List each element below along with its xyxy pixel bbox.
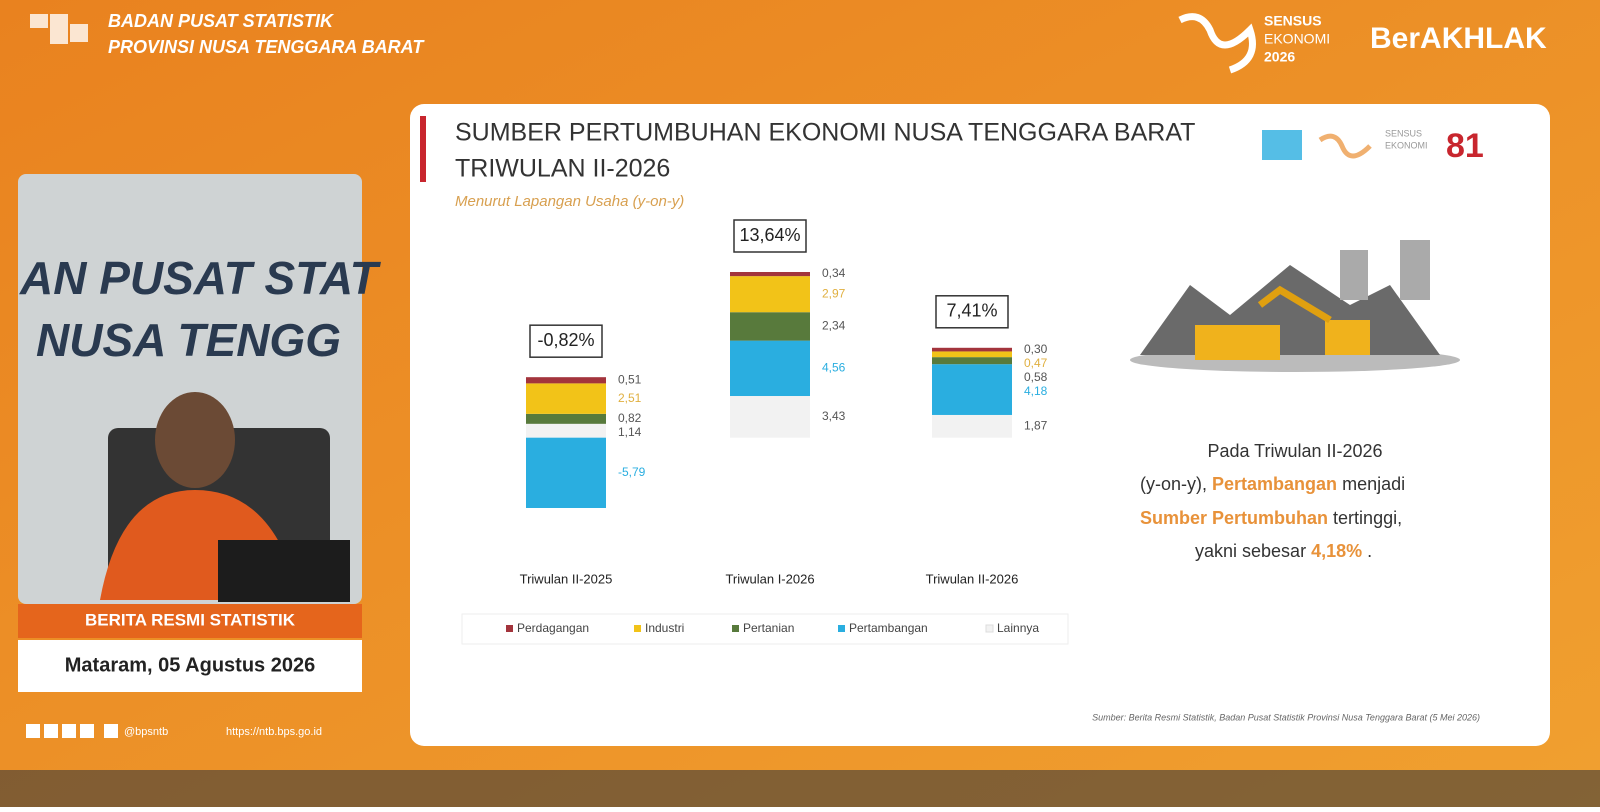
- bar-segment: [730, 272, 810, 277]
- census: EKONOMI: [1264, 31, 1330, 47]
- note: Sumber Pertumbuhan tertinggi,: [1140, 508, 1402, 528]
- bar-segment: [932, 414, 1012, 438]
- mine-illustration: [1130, 240, 1460, 372]
- value-label: 1,87: [1024, 418, 1048, 432]
- value-label: 0,51: [618, 372, 642, 386]
- legend-swatch: [732, 625, 739, 632]
- laptop: [218, 540, 350, 602]
- value-label: 2,97: [822, 286, 846, 300]
- slide-logo-text: SENSUS: [1385, 128, 1422, 138]
- source: Sumber: Berita Resmi Statistik, Badan Pu…: [1092, 712, 1480, 722]
- legend-label: Pertanian: [743, 621, 794, 635]
- bar-segment: [730, 276, 810, 313]
- slide-logo-text: 81: [1446, 127, 1484, 165]
- place-date: Mataram, 05 Agustus 2026: [65, 654, 315, 676]
- census: SENSUS: [1264, 13, 1322, 29]
- bps-logo: [30, 14, 88, 44]
- note-part: yakni sebesar: [1195, 541, 1306, 561]
- legend-label: Industri: [645, 621, 684, 635]
- total-label: 13,64%: [739, 225, 800, 245]
- census: 2026: [1264, 49, 1295, 65]
- note-part: (y-on-y),: [1140, 474, 1207, 494]
- value-label: 2,34: [822, 319, 846, 333]
- value-label: 1,14: [618, 425, 642, 439]
- caption: BERITA RESMI STATISTIK: [85, 610, 296, 629]
- date-bar: [18, 640, 362, 692]
- legend-swatch: [506, 625, 513, 632]
- url: https://ntb.bps.go.id: [226, 726, 322, 738]
- note: yakni sebesar 4,18% .: [1195, 541, 1372, 561]
- legend-swatch: [838, 625, 845, 632]
- social-icons: [26, 724, 118, 738]
- note-highlight: 4,18%: [1311, 541, 1362, 561]
- legend-box: [461, 613, 1069, 645]
- bar-segment: [932, 357, 1012, 365]
- value-label: 0,58: [1024, 370, 1048, 384]
- bar-segment: [932, 347, 1012, 352]
- value-label: -5,79: [618, 465, 646, 479]
- value-label: 4,18: [1024, 384, 1048, 398]
- province-name: PROVINSI NUSA TENGGARA BARAT: [108, 37, 425, 57]
- value-label: 0,30: [1024, 342, 1048, 356]
- slide-logos: [1262, 130, 1372, 160]
- slide-logo-text: EKONOMI: [1385, 140, 1428, 150]
- x-tick-label: Triwulan II-2026: [926, 571, 1019, 586]
- value-label: 2,51: [618, 391, 642, 405]
- person-head: [155, 392, 235, 488]
- value-label: 0,47: [1024, 356, 1048, 370]
- bar-segment: [526, 437, 606, 508]
- title-accent: [420, 116, 426, 182]
- value-label: 3,43: [822, 409, 846, 423]
- value-label: 0,82: [618, 411, 642, 425]
- note-part: .: [1367, 541, 1372, 561]
- x-tick-label: Triwulan I-2026: [725, 571, 814, 586]
- legend-label: Pertambangan: [849, 621, 928, 635]
- brand: BerAKHLAK: [1370, 22, 1547, 55]
- value-label: 4,56: [822, 360, 846, 374]
- value-label: 0,34: [822, 266, 846, 280]
- bar-segment: [730, 396, 810, 438]
- caption-bar: [18, 604, 362, 638]
- note-highlight: Pertambangan: [1212, 474, 1337, 494]
- bar-segment: [730, 312, 810, 341]
- note: Pada Triwulan II-2026: [1207, 441, 1382, 461]
- chart-subtitle: Menurut Lapangan Usaha (y-on-y): [455, 193, 684, 210]
- note-part: menjadi: [1342, 474, 1405, 494]
- bar-segment: [526, 377, 606, 384]
- x-tick-label: Triwulan II-2025: [520, 571, 613, 586]
- bar-segment: [932, 351, 1012, 358]
- total-box: [529, 324, 603, 358]
- note: (y-on-y), Pertambangan menjadi: [1140, 474, 1405, 494]
- org-name: BADAN PUSAT STATISTIK: [108, 11, 335, 31]
- bar-segment: [932, 364, 1012, 415]
- total-box: [733, 219, 807, 253]
- social: @bpsntb: [124, 726, 168, 738]
- chart: 0,51 2,51 0,821,14 -5,79 -0,82% Triwulan II-2…: [506, 219, 1048, 635]
- legend-label: Perdagangan: [517, 621, 589, 635]
- chart-title: TRIWULAN II-2026: [455, 155, 670, 183]
- total-label: 7,41%: [946, 301, 997, 321]
- legend-label: Lainnya: [997, 621, 1039, 635]
- bar-segment: [730, 340, 810, 397]
- se-logo: [1178, 13, 1256, 74]
- bar-segment: [526, 413, 606, 424]
- backdrop-text: NUSA TENGG: [36, 314, 341, 366]
- legend-swatch: [985, 624, 994, 633]
- legend-swatch: [634, 625, 641, 632]
- bar-segment: [526, 423, 606, 438]
- bar-segment: [526, 383, 606, 414]
- note-highlight: Sumber Pertumbuhan: [1140, 508, 1328, 528]
- backdrop-text: AN PUSAT STAT: [19, 252, 382, 304]
- total-box: [935, 295, 1009, 329]
- chart-title: SUMBER PERTUMBUHAN EKONOMI NUSA TENGGARA…: [455, 119, 1195, 147]
- total-label: -0,82%: [537, 330, 594, 350]
- bottom-strip: [0, 770, 1600, 807]
- note-part: tertinggi,: [1333, 508, 1402, 528]
